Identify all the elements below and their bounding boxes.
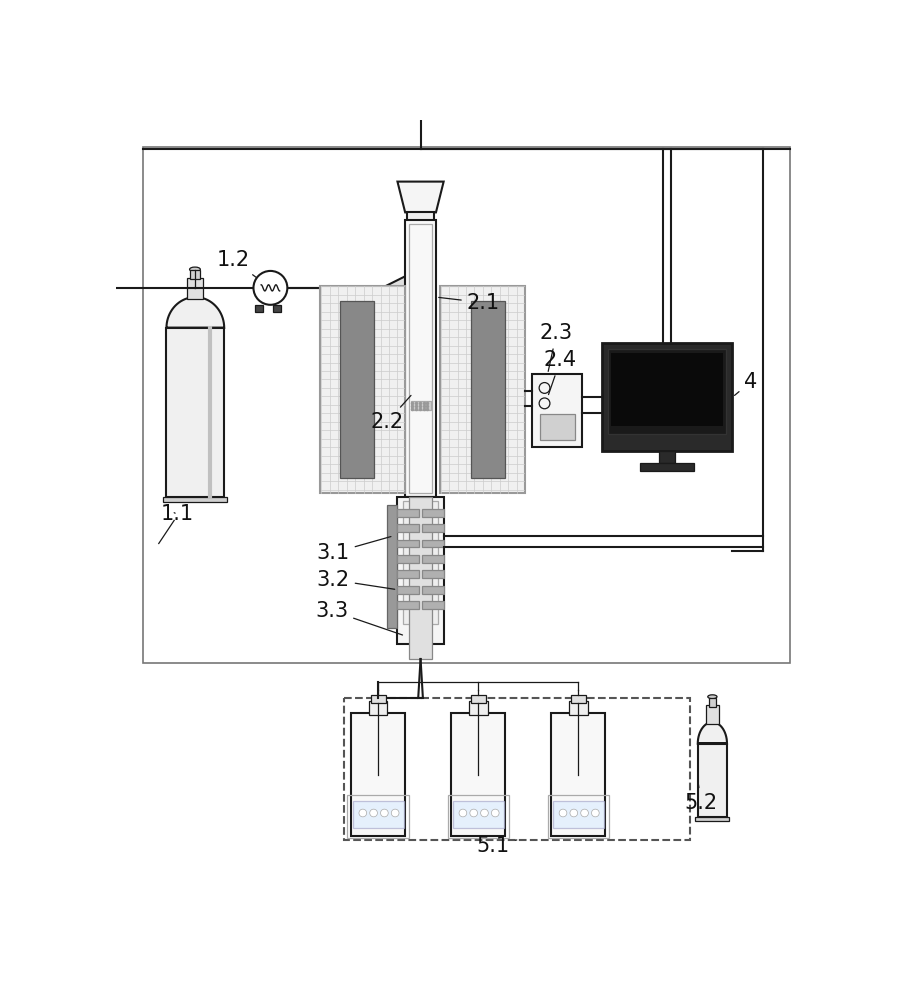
Polygon shape xyxy=(406,382,435,405)
Text: 5.2: 5.2 xyxy=(685,783,718,813)
Polygon shape xyxy=(382,276,405,299)
Circle shape xyxy=(470,809,477,817)
Text: 2.4: 2.4 xyxy=(544,350,577,395)
Bar xyxy=(571,695,586,703)
Bar xyxy=(409,497,432,659)
Bar xyxy=(397,570,419,578)
Bar xyxy=(320,286,405,493)
Bar xyxy=(640,463,694,471)
Bar xyxy=(553,801,603,828)
Polygon shape xyxy=(698,722,727,744)
Bar xyxy=(440,286,524,493)
Bar xyxy=(411,401,431,410)
Text: 1.1: 1.1 xyxy=(161,504,194,524)
Bar xyxy=(387,505,396,628)
Bar xyxy=(187,278,203,299)
Bar xyxy=(143,147,790,663)
Text: 3.2: 3.2 xyxy=(317,570,394,590)
Text: 4: 4 xyxy=(735,372,757,395)
Circle shape xyxy=(254,271,288,305)
Circle shape xyxy=(570,809,578,817)
Bar xyxy=(348,795,409,838)
Bar xyxy=(569,701,588,715)
Bar xyxy=(274,305,281,312)
Bar xyxy=(422,540,444,547)
Bar xyxy=(540,414,574,440)
Bar xyxy=(470,695,486,703)
Bar xyxy=(696,817,729,821)
Bar xyxy=(397,540,419,547)
Bar xyxy=(602,343,732,451)
Bar xyxy=(469,701,488,715)
Bar xyxy=(397,524,419,532)
Text: 2.3: 2.3 xyxy=(540,323,573,371)
Bar xyxy=(405,220,436,497)
Bar xyxy=(422,601,444,609)
Bar xyxy=(608,349,726,434)
Circle shape xyxy=(491,809,499,817)
Bar xyxy=(422,570,444,578)
Bar xyxy=(343,698,690,840)
Bar xyxy=(548,795,609,838)
Bar xyxy=(371,695,386,703)
Bar xyxy=(397,555,419,563)
Text: 3.1: 3.1 xyxy=(317,537,391,563)
Bar xyxy=(708,698,716,707)
Text: 3.3: 3.3 xyxy=(315,601,403,635)
Bar xyxy=(369,701,387,715)
Circle shape xyxy=(392,809,399,817)
Polygon shape xyxy=(397,182,444,212)
Bar xyxy=(659,451,675,463)
Bar xyxy=(453,801,504,828)
Bar xyxy=(611,353,723,426)
Ellipse shape xyxy=(708,695,717,699)
Bar xyxy=(422,555,444,563)
Circle shape xyxy=(592,809,599,817)
Bar xyxy=(707,705,719,724)
Circle shape xyxy=(480,809,488,817)
Bar xyxy=(403,501,438,624)
Bar xyxy=(532,374,582,447)
Text: 5.1: 5.1 xyxy=(477,836,517,856)
Bar xyxy=(190,270,200,279)
Bar xyxy=(352,713,405,836)
Bar xyxy=(422,509,444,517)
Circle shape xyxy=(559,809,567,817)
Text: 2.2: 2.2 xyxy=(371,395,411,432)
Circle shape xyxy=(581,809,588,817)
Bar xyxy=(422,586,444,594)
Text: 2.1: 2.1 xyxy=(439,293,500,313)
Circle shape xyxy=(359,809,367,817)
Polygon shape xyxy=(166,297,225,328)
Circle shape xyxy=(381,809,388,817)
Bar xyxy=(422,524,444,532)
Bar xyxy=(551,713,605,836)
Bar xyxy=(406,212,435,228)
Bar xyxy=(397,497,444,644)
Bar xyxy=(447,795,509,838)
Bar xyxy=(698,744,727,817)
Circle shape xyxy=(370,809,377,817)
Bar xyxy=(409,224,432,493)
Circle shape xyxy=(459,809,467,817)
Bar xyxy=(166,328,225,497)
Text: 1.2: 1.2 xyxy=(216,250,268,286)
Bar xyxy=(340,301,374,478)
Bar xyxy=(163,497,227,502)
Bar xyxy=(352,801,404,828)
Bar xyxy=(451,713,505,836)
Circle shape xyxy=(662,439,672,448)
Ellipse shape xyxy=(190,267,200,272)
Bar xyxy=(470,301,505,478)
Bar xyxy=(397,601,419,609)
Bar xyxy=(397,509,419,517)
Bar xyxy=(397,586,419,594)
Bar xyxy=(255,305,263,312)
